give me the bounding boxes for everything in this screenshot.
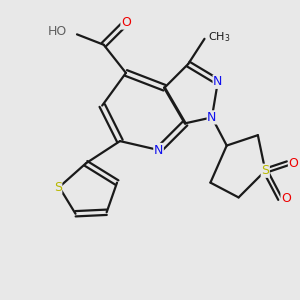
Text: HO: HO [47, 25, 67, 38]
Text: O: O [281, 192, 291, 206]
Text: CH$_3$: CH$_3$ [208, 30, 230, 44]
Text: S: S [54, 181, 62, 194]
Text: N: N [207, 111, 217, 124]
Text: O: O [289, 157, 298, 170]
Text: S: S [261, 164, 269, 177]
Text: N: N [154, 143, 163, 157]
Text: O: O [121, 16, 131, 29]
Text: N: N [213, 75, 223, 88]
